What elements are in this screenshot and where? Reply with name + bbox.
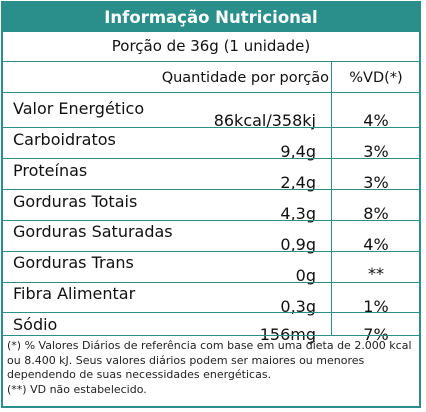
footnote: (*) % Valores Diários de referência com … (7, 339, 415, 397)
row-divider (3, 251, 419, 252)
nutrient-name: Proteínas (13, 161, 88, 180)
row-divider (3, 127, 419, 128)
footnote-daily-values: (*) % Valores Diários de referência com … (7, 339, 412, 381)
nutrient-quantity: 86kcal/358kj (213, 111, 316, 130)
row-divider (3, 189, 419, 190)
column-header-quantity: Quantidade por porção (161, 70, 329, 86)
nutrient-daily-value: 8% (363, 204, 389, 223)
nutrient-name: Gorduras Trans (13, 253, 134, 272)
nutrition-facts-table: Informação Nutricional Porção de 36g (1 … (1, 1, 421, 408)
row-divider (3, 312, 419, 313)
row-divider (3, 335, 419, 336)
table-title: Informação Nutricional (3, 3, 419, 32)
column-divider (331, 61, 332, 335)
nutrient-name: Valor Energético (13, 99, 145, 118)
nutrient-daily-value: 3% (363, 142, 389, 161)
nutrient-quantity: 0g (295, 266, 316, 285)
nutrient-quantity: 9,4g (280, 142, 316, 161)
nutrient-daily-value: 1% (363, 297, 389, 316)
nutrient-name: Fibra Alimentar (13, 284, 136, 303)
row-divider (3, 158, 419, 159)
nutrient-name: Sódio (13, 315, 58, 334)
nutrient-name: Gorduras Saturadas (13, 222, 173, 241)
nutrient-quantity: 2,4g (280, 173, 316, 192)
row-divider (3, 282, 419, 283)
column-header-daily-value: %VD(*) (349, 70, 403, 86)
nutrient-quantity: 0,3g (280, 297, 316, 316)
nutrient-daily-value: 4% (363, 111, 389, 130)
nutrient-daily-value: 7% (363, 325, 389, 344)
nutrient-daily-value: ** (368, 264, 384, 283)
nutrient-quantity: 156mg (259, 325, 316, 344)
nutrient-name: Gorduras Totais (13, 192, 138, 211)
row-divider (3, 220, 419, 221)
divider (3, 92, 419, 93)
nutrient-name: Carboidratos (13, 130, 116, 149)
nutrient-quantity: 4,3g (280, 204, 316, 223)
portion-size: Porção de 36g (1 unidade) (111, 37, 311, 55)
nutrient-quantity: 0,9g (280, 235, 316, 254)
nutrient-daily-value: 4% (363, 235, 389, 254)
footnote-vd-not-established: (**) VD não estabelecido. (7, 382, 147, 396)
divider (3, 61, 419, 62)
nutrient-daily-value: 3% (363, 173, 389, 192)
